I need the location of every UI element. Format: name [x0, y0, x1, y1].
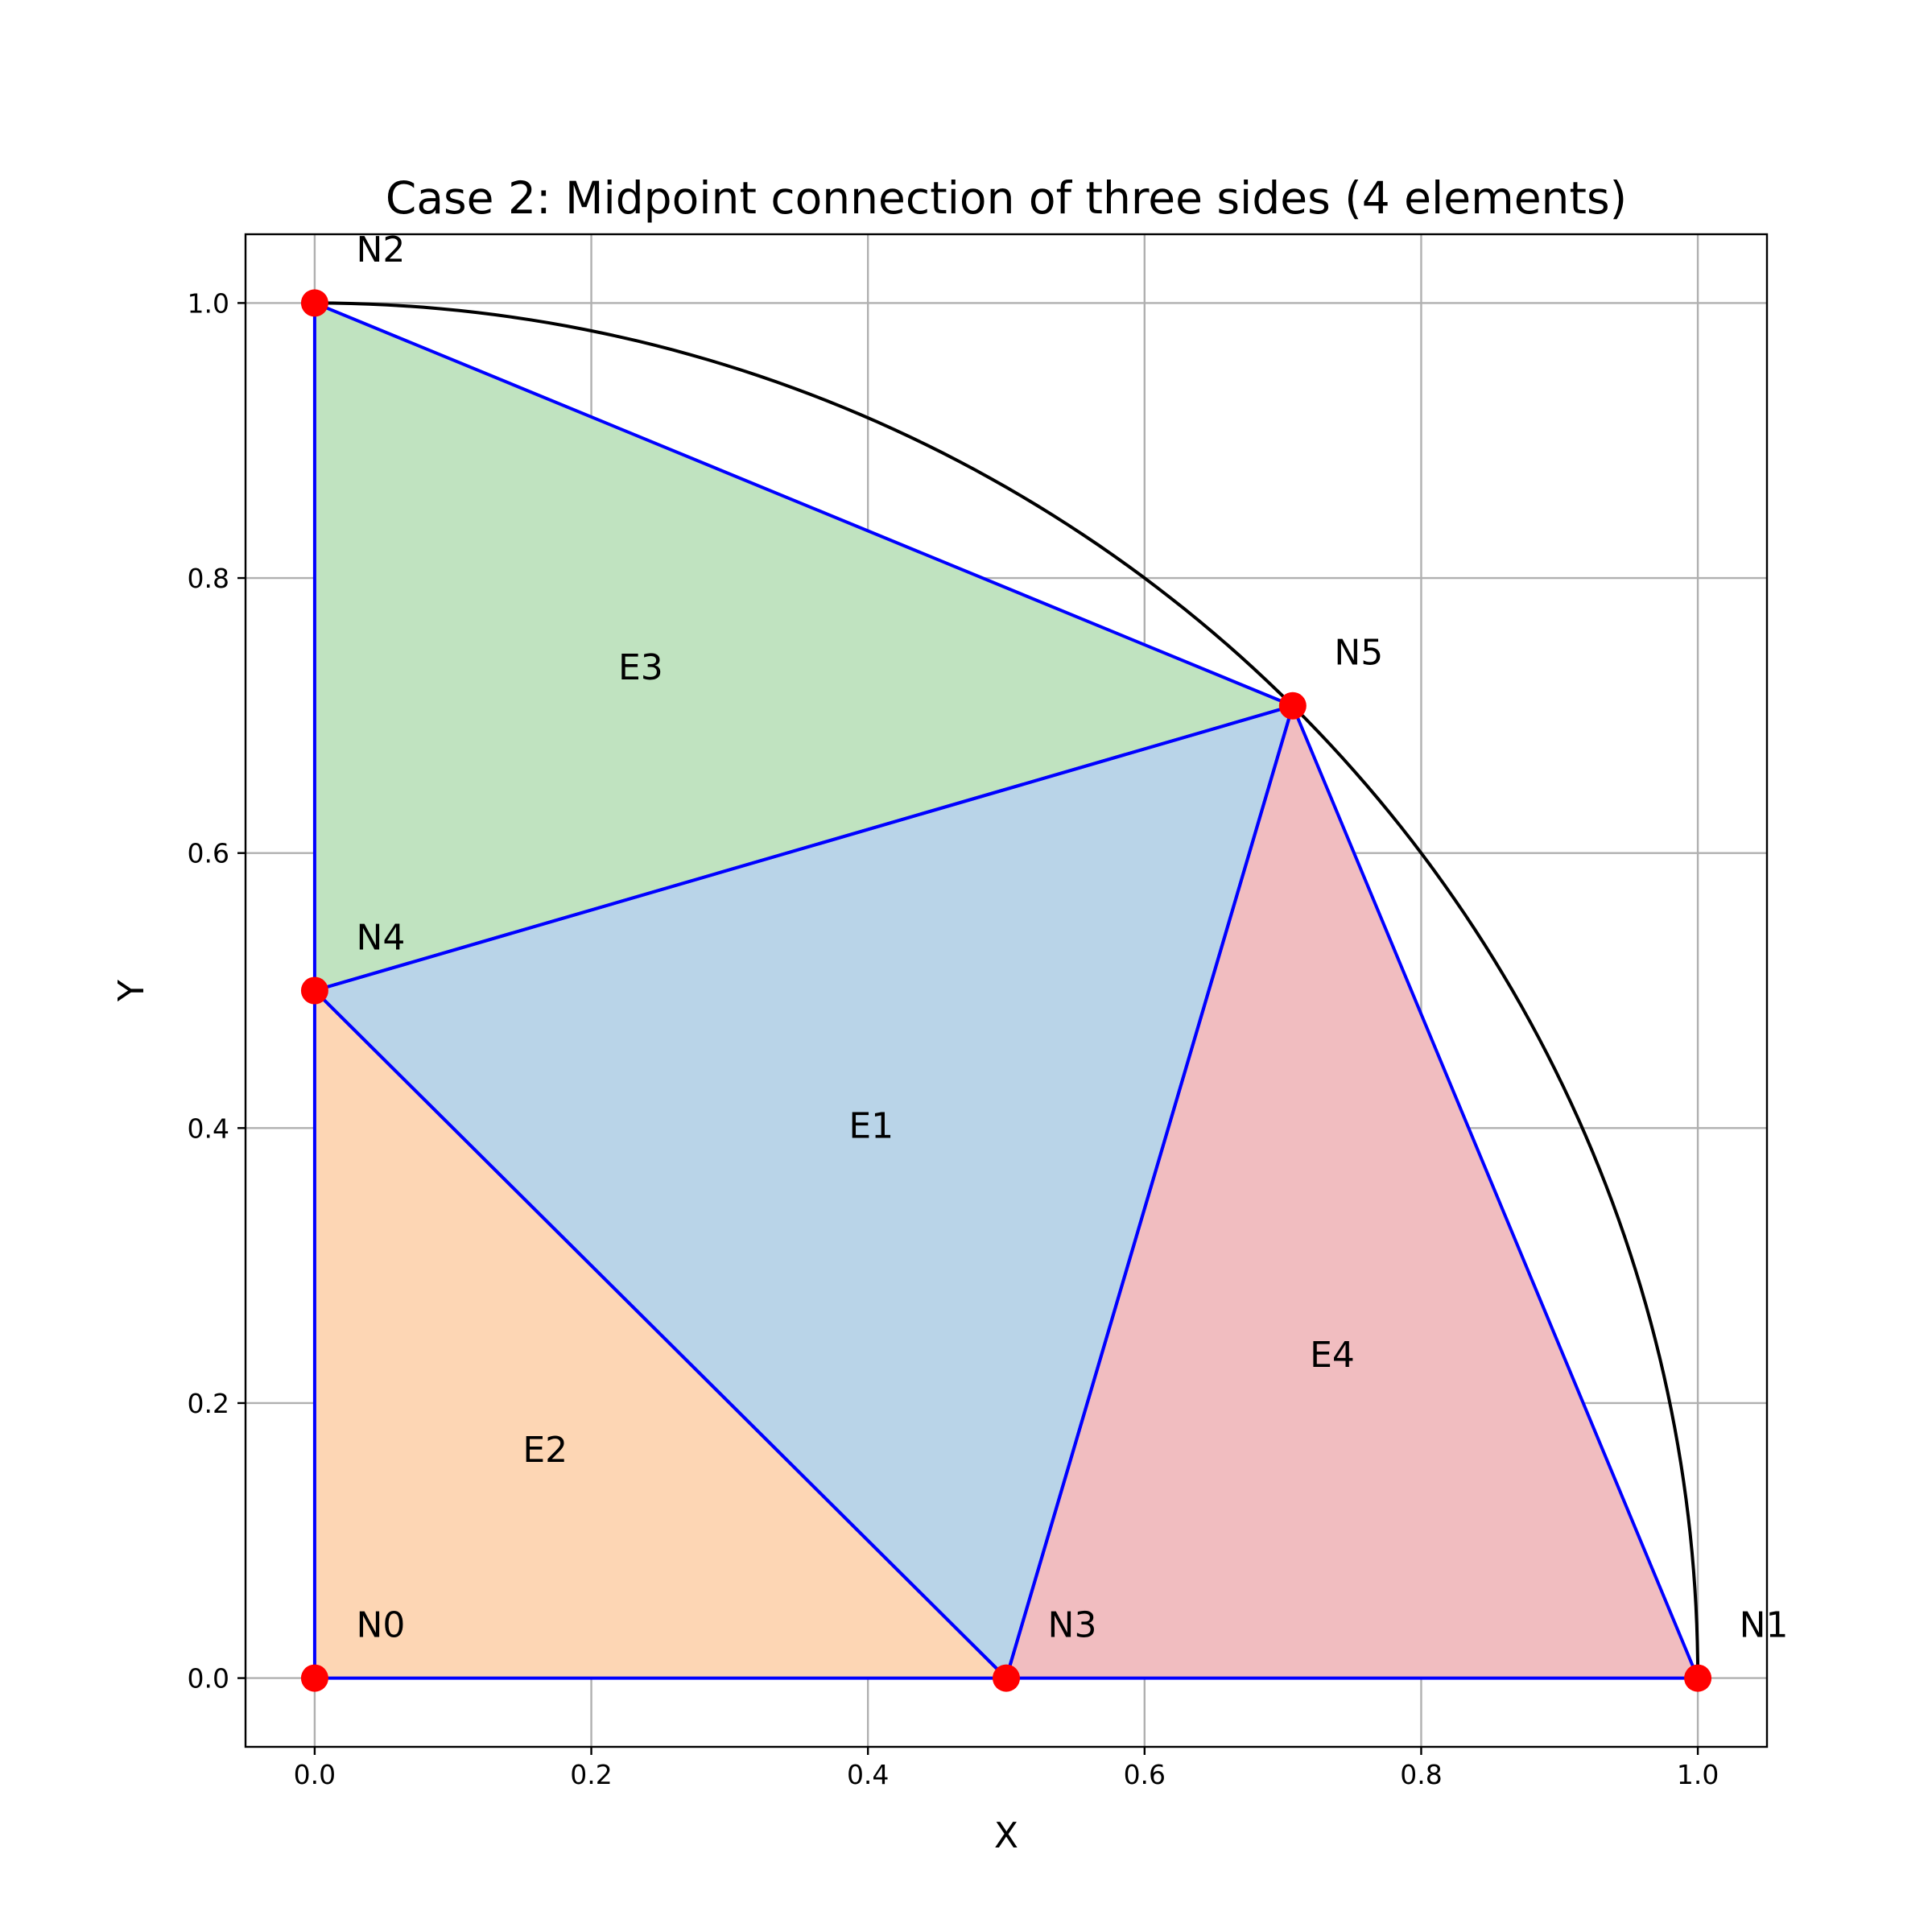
element-e4-edges [1005, 704, 1700, 1680]
element-e4-fill [1006, 705, 1699, 1678]
node-marker-n1 [1684, 1664, 1712, 1692]
y-tick-label: 0.4 [188, 1113, 229, 1144]
node-label-n3: N3 [1048, 1604, 1097, 1645]
y-tick-label: 0.2 [188, 1388, 229, 1419]
element-e3-edges [312, 301, 1294, 993]
x-tick-label: 0.2 [570, 1759, 612, 1790]
y-tick-label: 0.6 [188, 838, 229, 869]
element-label-e3: E3 [618, 647, 663, 688]
x-axis-label: X [994, 1815, 1018, 1856]
y-tick-label: 0.8 [188, 563, 229, 594]
x-tick-label: 0.0 [294, 1759, 336, 1790]
node-label-n2: N2 [356, 229, 405, 270]
node-label-n5: N5 [1334, 632, 1383, 673]
y-tick-label: 1.0 [188, 287, 229, 319]
x-tick-label: 0.6 [1124, 1759, 1166, 1790]
element-label-e1: E1 [848, 1105, 894, 1146]
x-tick-label: 0.8 [1400, 1759, 1442, 1790]
node-marker-n2 [300, 289, 328, 317]
node-marker-n3 [993, 1664, 1020, 1692]
element-e2-edges [312, 989, 1008, 1680]
element-e3-fill [314, 303, 1293, 991]
x-tick-label: 1.0 [1677, 1759, 1719, 1790]
node-label-n4: N4 [356, 917, 405, 958]
y-axis-label: Y [111, 980, 152, 1002]
annotation-labels: E1 E2 E3 E4 N0 N1 N2 N3 N4 N5 [356, 229, 1788, 1645]
x-tick-label: 0.4 [847, 1759, 889, 1790]
element-edges [312, 301, 1700, 1680]
node-label-n0: N0 [356, 1604, 405, 1645]
node-marker-n0 [300, 1664, 328, 1692]
node-markers [300, 289, 1712, 1692]
node-marker-n4 [300, 976, 328, 1005]
element-e1-fill [314, 705, 1293, 1678]
axes-frame [244, 233, 1769, 1748]
chart-title: Case 2: Midpoint connection of three sid… [386, 172, 1627, 224]
element-label-e2: E2 [522, 1430, 568, 1471]
y-tick-label: 0.0 [188, 1663, 229, 1695]
node-label-n1: N1 [1740, 1604, 1789, 1645]
axis-ticks: 0.0 0.2 0.4 0.6 0.8 1.0 0.0 0.2 0.4 0.6 0.8 1.0 [188, 287, 1719, 1790]
node-marker-n5 [1278, 691, 1307, 720]
element-label-e4: E4 [1310, 1335, 1355, 1376]
